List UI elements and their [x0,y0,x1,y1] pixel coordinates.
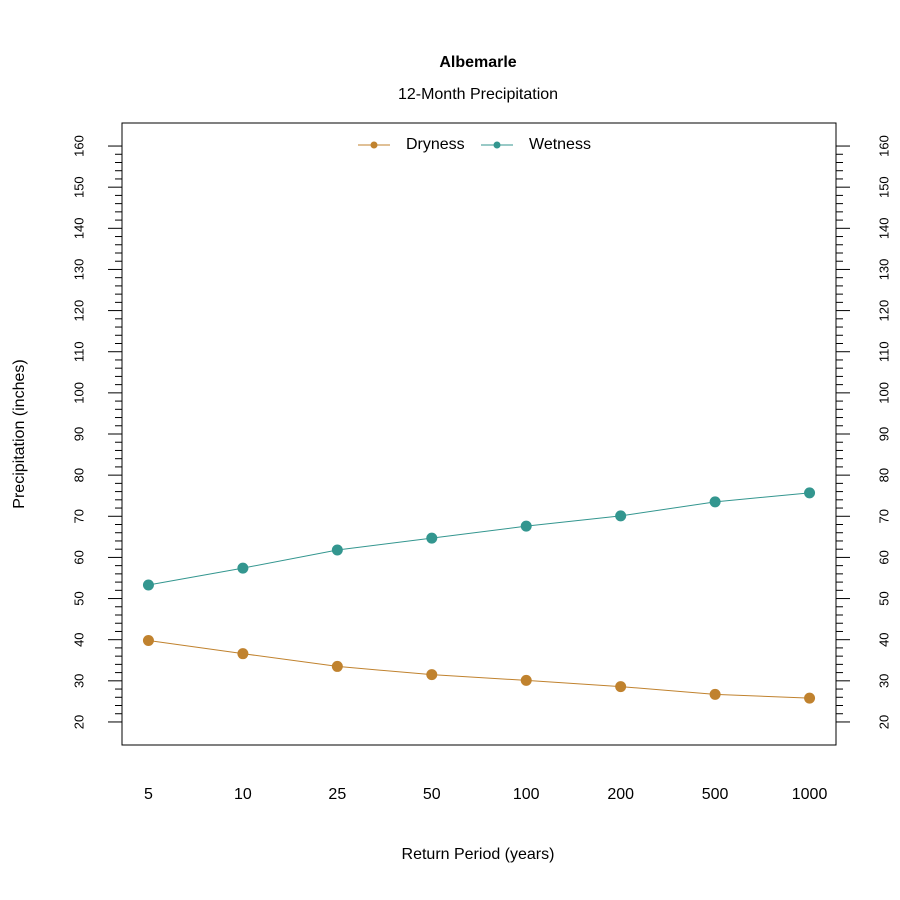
data-point [331,660,343,672]
data-point [426,669,438,681]
y2-tick-label: 160 [876,135,891,157]
y2-tick-label: 130 [876,259,891,281]
y-tick-label: 90 [71,427,86,441]
data-point [615,510,627,522]
data-point [237,562,249,574]
y-tick-label: 120 [71,300,86,322]
y-tick-label: 20 [71,715,86,729]
legend-label: Wetness [529,136,591,153]
data-point [804,692,816,704]
data-point [615,681,627,693]
y2-tick-label: 110 [876,341,891,362]
y2-tick-label: 40 [876,632,891,646]
data-point [426,532,438,544]
y2-tick-label: 60 [876,550,891,564]
x-tick-label: 5 [144,786,153,803]
x-tick-label: 500 [702,786,729,803]
y2-tick-label: 140 [876,217,891,239]
x-tick-label: 50 [423,786,441,803]
y2-tick-label: 30 [876,674,891,688]
data-point [237,648,249,660]
y-tick-label: 140 [71,217,86,239]
x-tick-label: 10 [234,786,252,803]
data-point [331,544,343,556]
data-point [804,487,816,499]
y-tick-label: 80 [71,468,86,482]
series-line [148,492,810,586]
legend-label: Dryness [406,136,465,153]
y2-tick-label: 120 [876,300,891,322]
data-point [142,635,154,647]
y2-tick-label: 80 [876,468,891,482]
legend-marker [370,141,378,149]
y-tick-label: 160 [71,135,86,157]
y2-tick-label: 90 [876,427,891,441]
y2-tick-label: 20 [876,715,891,729]
chart-title: Albemarle [439,54,516,71]
data-point [142,579,154,591]
data-point [520,520,532,532]
series-line [148,640,810,699]
data-point [709,688,721,700]
y2-tick-label: 70 [876,509,891,523]
y-tick-label: 40 [71,632,86,646]
y-tick-label: 130 [71,259,86,281]
y-tick-label: 100 [71,382,86,404]
y-tick-label: 50 [71,591,86,605]
x-tick-label: 25 [328,786,346,803]
y2-tick-label: 50 [876,591,891,605]
x-tick-label: 100 [513,786,540,803]
y-tick-label: 110 [71,341,86,362]
data-point [709,496,721,508]
y-tick-label: 30 [71,674,86,688]
x-tick-label: 1000 [792,786,828,803]
x-tick-label: 200 [607,786,634,803]
legend-marker [493,141,501,149]
data-point [520,674,532,686]
y-axis-label: Precipitation (inches) [11,359,28,508]
y2-tick-label: 100 [876,382,891,404]
x-axis-label: Return Period (years) [402,846,555,863]
y-tick-label: 70 [71,509,86,523]
y-tick-label: 60 [71,550,86,564]
chart-subtitle: 12-Month Precipitation [398,86,558,103]
y2-tick-label: 150 [876,176,891,198]
y-tick-label: 150 [71,176,86,198]
